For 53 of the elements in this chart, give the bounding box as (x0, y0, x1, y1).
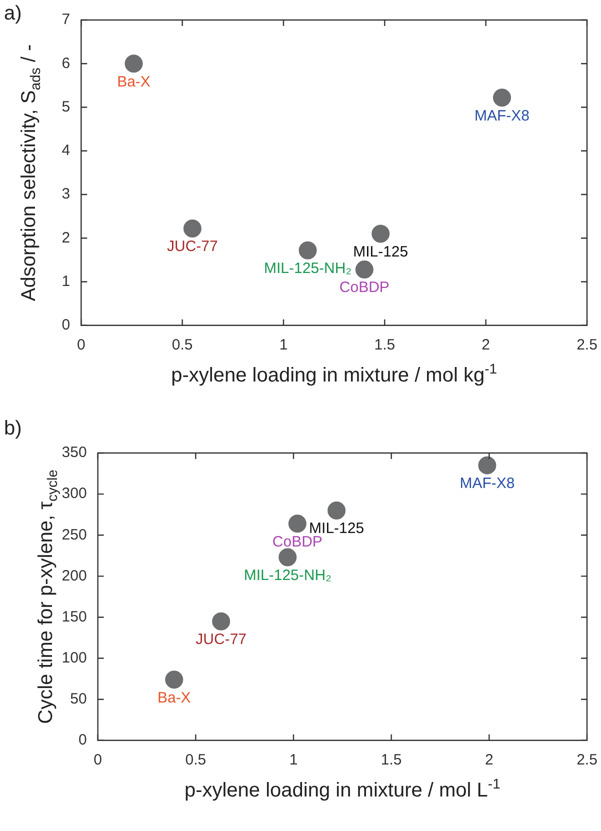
y-tick-label: 50 (70, 690, 87, 708)
x-tick-label: 1 (279, 336, 288, 354)
point (298, 241, 317, 260)
x-tick-label: 1.5 (374, 336, 396, 354)
y-tick-label: 1 (62, 272, 70, 290)
annotation: MIL-125-NH₂ (264, 260, 352, 277)
x-tick-label: 0 (94, 752, 102, 769)
x-tick-label: 0.5 (172, 336, 193, 354)
point (478, 456, 496, 474)
point (372, 224, 390, 243)
y-tick-label: 350 (62, 444, 87, 462)
point (124, 54, 143, 73)
chart-title: a) (4, 2, 22, 25)
y-tick-label: 2 (62, 229, 70, 246)
y-tick-label: 3 (62, 186, 70, 203)
y-tick-label: 7 (62, 11, 70, 28)
y-tick-label: 150 (62, 608, 87, 626)
y-tick-label: 100 (62, 649, 87, 666)
y-axis-title: Adsorption selectivity, Sads / - (18, 44, 44, 302)
x-tick-label: 1.5 (380, 752, 402, 769)
x-tick-label: 0.5 (185, 752, 206, 769)
y-tick-label: 300 (62, 485, 87, 502)
x-tick-label: 2.5 (576, 336, 598, 354)
annotation: JUC-77 (167, 238, 218, 256)
x-tick-label: 2.5 (576, 752, 598, 769)
y-axis-title: Cycle time for p-xylene, τcycle (34, 469, 60, 724)
y-tick-label: 6 (62, 54, 70, 72)
chart-title: b) (4, 418, 22, 440)
annotation: MAF-X8 (460, 474, 515, 492)
annotation: JUC-77 (196, 630, 247, 648)
annotation: CoBDP (339, 279, 390, 296)
point (278, 548, 297, 566)
point (212, 612, 230, 630)
point (165, 670, 184, 689)
y-tick-label: 250 (62, 526, 87, 544)
point (288, 514, 306, 533)
x-tick-label: 2 (484, 752, 494, 769)
y-tick-label: 4 (62, 142, 70, 160)
point (355, 260, 374, 279)
x-tick-label: 2 (482, 336, 490, 354)
annotation: MIL-125-NH₂ (244, 566, 332, 584)
point (328, 501, 346, 520)
annotation: Ba-X (157, 689, 191, 706)
point (183, 220, 202, 238)
y-tick-label: 5 (62, 98, 70, 116)
y-tick-label: 0 (78, 732, 87, 749)
y-tick-label: 200 (62, 567, 87, 584)
annotation: MIL-125 (353, 243, 408, 260)
point (493, 88, 512, 107)
y-tick-label: 0 (62, 316, 70, 334)
x-tick-label: 1 (289, 752, 298, 769)
annotation: Ba-X (117, 73, 150, 90)
annotation: MAF-X8 (474, 107, 530, 124)
